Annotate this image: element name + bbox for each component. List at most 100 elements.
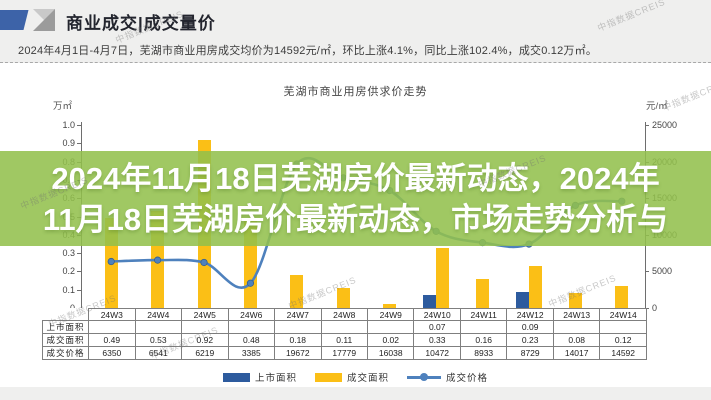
x-axis-label-24W5: 24W5 <box>181 308 229 321</box>
table-cell: 0.48 <box>227 333 276 347</box>
page-title: 商业成交|成交量价 <box>66 14 216 33</box>
summary-text: 2024年4月1日-4月7日，芜湖市商业用房成交均价为14592元/㎡，环比上涨… <box>18 45 598 57</box>
data-table: 24W3 24W4 24W5 24W6 24W7 24W8 24W9 24W10 24W11 24… <box>41 308 647 360</box>
table-cell: 16038 <box>366 346 415 360</box>
row-label-2: 成交价格 <box>41 346 90 360</box>
table-row: 成交面积 0.49 0.53 0.92 0.48 0.18 0.11 0.02 0.33 0.16… <box>41 333 647 347</box>
table-cell <box>459 320 508 334</box>
table-cell <box>320 320 368 334</box>
table-cell: 0.02 <box>366 333 415 347</box>
legend-item-sold: 成交面积 <box>314 370 389 384</box>
y-axis-tick <box>77 289 81 291</box>
table-cell: 0.07 <box>413 320 461 334</box>
chart-title: 芜湖市商业用房供求价走势 <box>283 86 428 98</box>
bar-listed-24W12 <box>515 291 529 308</box>
y-axis-tick-label: 1.0 <box>62 120 75 130</box>
y-axis-tick <box>77 271 81 273</box>
table-cell: 14592 <box>599 346 647 360</box>
table-cell: 0.53 <box>134 333 183 347</box>
y2-axis-tick <box>645 271 649 273</box>
y-axis-tick-label: 0.2 <box>62 266 75 277</box>
headline-line-2: 11月18日芜湖房价最新动态，市场走势分析与 <box>42 201 669 237</box>
x-axis-label-24W3: 24W3 <box>88 308 136 321</box>
y-axis-tick <box>77 253 81 255</box>
row-label-1: 成交面积 <box>41 333 90 347</box>
left-axis-unit-label: 万㎡ <box>53 101 73 112</box>
table-cell <box>274 320 322 334</box>
y-axis-tick <box>77 143 81 145</box>
y-axis-tick-label: 0.9 <box>62 138 75 149</box>
table-cell: 6541 <box>134 346 183 360</box>
headline-overlay-banner: 2024年11月18日芜湖房价最新动态，2024年 11月18日芜湖房价最新动态… <box>0 151 711 246</box>
table-cell: 6219 <box>181 346 229 360</box>
table-corner-cell <box>43 309 89 321</box>
table-cell: 3385 <box>227 346 276 360</box>
legend-label: 成交面积 <box>346 373 389 384</box>
table-cell: 0.18 <box>274 333 322 347</box>
table-cell <box>366 320 415 334</box>
x-axis-label-24W13: 24W13 <box>552 308 601 321</box>
table-cell: 0.11 <box>320 333 368 347</box>
table-cell: 8933 <box>459 346 508 360</box>
right-axis-unit-label: 元/㎡ <box>646 101 668 112</box>
legend-swatch-icon <box>222 372 250 382</box>
bottom-strip <box>0 387 711 400</box>
table-cell: 0.33 <box>413 333 461 347</box>
y-axis-tick <box>77 125 81 126</box>
table-cell: 6350 <box>88 346 136 360</box>
bar-sold-24W11 <box>476 278 490 308</box>
table-cell <box>181 320 229 334</box>
y-axis-tick-label: 0.1 <box>62 284 75 295</box>
legend-label: 成交价格 <box>446 373 489 384</box>
logo-gray-triangle-dark <box>33 9 55 31</box>
bar-sold-24W13 <box>568 293 582 308</box>
table-row: 上市面积 0.07 0.09 <box>41 320 647 334</box>
y2-axis-tick-label: 0 <box>652 303 658 313</box>
table-cell: 0.09 <box>506 320 554 334</box>
x-axis-label-24W8: 24W8 <box>320 308 368 321</box>
bar-sold-24W10 <box>436 247 450 308</box>
table-row: 成交价格 6350 6541 6219 3385 19672 17779 16038 10472… <box>41 346 647 360</box>
table-cell <box>552 320 601 334</box>
table-cell: 0.08 <box>552 333 601 347</box>
chart-legend: 上市面积 成交面积 成交价格 <box>0 370 711 384</box>
legend-swatch-icon <box>314 372 342 382</box>
bar-sold-24W14 <box>615 286 629 308</box>
x-axis-label-24W7: 24W7 <box>274 308 322 321</box>
table-cell: 8729 <box>506 346 554 360</box>
table-cell: 0.12 <box>599 333 647 347</box>
y-axis-tick-label: 0.3 <box>62 248 75 259</box>
creis-logo-icon <box>0 9 60 31</box>
watermark-text: 中指数据CREIS <box>546 272 618 310</box>
headline-line-1: 2024年11月18日芜湖房价最新动态，2024年 <box>51 160 660 196</box>
table-cell: 19672 <box>274 346 322 360</box>
y2-axis-tick-label: 5000 <box>652 266 673 277</box>
table-cell <box>227 320 276 334</box>
table-cell: 0.49 <box>88 333 136 347</box>
bar-sold-24W9 <box>383 304 397 308</box>
y2-axis-tick <box>645 125 649 126</box>
table-cell: 0.16 <box>459 333 508 347</box>
row-label-0: 上市面积 <box>41 320 90 334</box>
x-axis-label-24W12: 24W12 <box>506 308 554 321</box>
top-header-section: 商业成交|成交量价 2024年4月1日-4月7日，芜湖市商业用房成交均价为145… <box>0 0 711 63</box>
table-cell: 17779 <box>320 346 368 360</box>
legend-item-price: 成交价格 <box>407 370 488 384</box>
table-cell <box>134 320 183 334</box>
bar-sold-24W12 <box>528 265 542 308</box>
table-cell: 14017 <box>552 346 601 360</box>
logo-blue-shape <box>0 10 29 30</box>
table-cell: 10472 <box>413 346 461 360</box>
table-cell: 0.92 <box>181 333 229 347</box>
bar-sold-24W8 <box>336 287 350 308</box>
x-axis-label-24W14: 24W14 <box>599 308 647 321</box>
table-cell: 0.23 <box>506 333 554 347</box>
x-axis-label-24W6: 24W6 <box>227 308 276 321</box>
table-cell <box>88 320 136 334</box>
legend-line-swatch-icon <box>407 373 441 381</box>
legend-label: 上市面积 <box>254 373 297 384</box>
x-axis-label-24W11: 24W11 <box>459 308 508 321</box>
bar-listed-24W10 <box>423 295 437 308</box>
y2-axis-tick-label: 25000 <box>652 120 678 130</box>
